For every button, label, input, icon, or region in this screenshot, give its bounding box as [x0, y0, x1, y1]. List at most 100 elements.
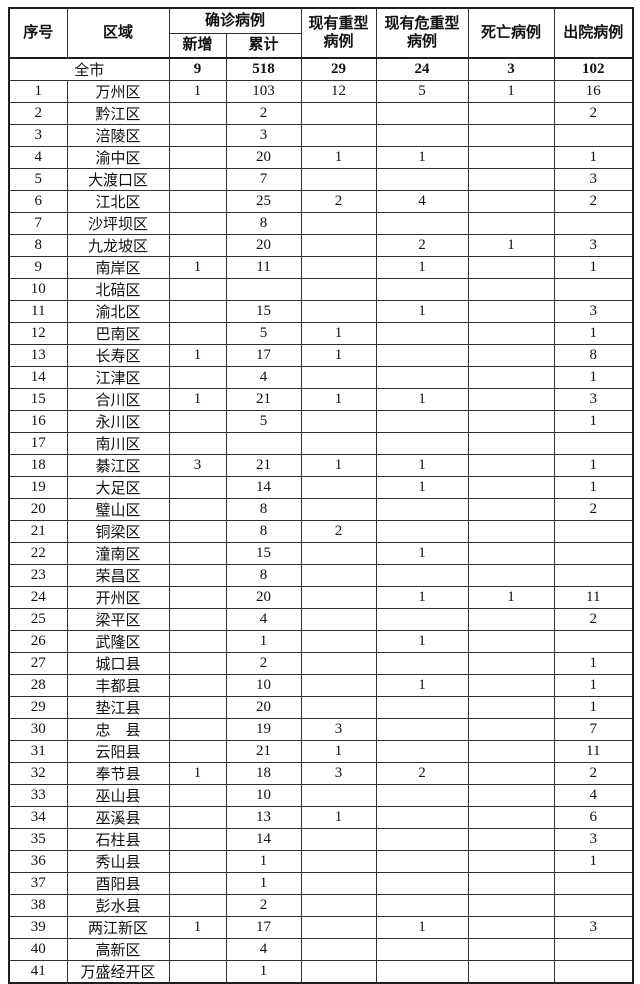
- total-cumulative-cases-cell: 518: [225, 57, 302, 81]
- new-cases-cell: [168, 146, 227, 169]
- death-cases-cell: 1: [467, 80, 555, 103]
- discharged-cases-cell: 2: [553, 102, 634, 125]
- critical-cases-cell: 1: [375, 256, 469, 279]
- total-new-cases-cell: 9: [168, 57, 227, 81]
- table-row: 9 南岸区 1 11 1 1: [8, 256, 634, 279]
- table-row: 31 云阳县 21 1 11: [8, 740, 634, 763]
- death-cases-cell: [467, 564, 555, 587]
- new-cases-cell: [168, 652, 227, 675]
- severe-cases-cell: [300, 674, 377, 697]
- cumulative-cases-cell: 1: [225, 850, 302, 873]
- new-cases-cell: [168, 124, 227, 147]
- serial-cell: 37: [8, 872, 68, 895]
- discharged-cases-cell: [553, 960, 634, 984]
- discharged-cases-cell: 3: [553, 388, 634, 411]
- critical-cases-cell: [375, 806, 469, 829]
- region-cell: 南川区: [66, 432, 170, 455]
- cumulative-cases-cell: 14: [225, 828, 302, 851]
- col-header-new: 新增: [168, 32, 227, 59]
- severe-cases-cell: [300, 938, 377, 961]
- region-cell: 北碚区: [66, 278, 170, 301]
- region-cell: 彭水县: [66, 894, 170, 917]
- critical-cases-cell: [375, 564, 469, 587]
- col-header-discharged: 出院病例: [553, 7, 634, 59]
- region-cell: 酉阳县: [66, 872, 170, 895]
- table-row: 6 江北区 25 2 4 2: [8, 190, 634, 213]
- severe-cases-cell: 3: [300, 762, 377, 785]
- death-cases-cell: 1: [467, 234, 555, 257]
- new-cases-cell: [168, 806, 227, 829]
- discharged-cases-cell: 1: [553, 454, 634, 477]
- death-cases-cell: [467, 960, 555, 984]
- critical-cases-cell: 4: [375, 190, 469, 213]
- table-row: 19 大足区 14 1 1: [8, 476, 634, 499]
- region-cell: 大足区: [66, 476, 170, 499]
- severe-cases-cell: [300, 608, 377, 631]
- table-row: 28 丰都县 10 1 1: [8, 674, 634, 697]
- discharged-cases-cell: [553, 564, 634, 587]
- death-cases-cell: [467, 322, 555, 345]
- critical-cases-cell: 1: [375, 674, 469, 697]
- discharged-cases-cell: 1: [553, 410, 634, 433]
- critical-cases-cell: [375, 850, 469, 873]
- death-cases-cell: [467, 366, 555, 389]
- critical-cases-cell: [375, 102, 469, 125]
- severe-cases-cell: 1: [300, 146, 377, 169]
- region-cell: 南岸区: [66, 256, 170, 279]
- table-row: 34 巫溪县 13 1 6: [8, 806, 634, 829]
- death-cases-cell: [467, 124, 555, 147]
- serial-cell: 35: [8, 828, 68, 851]
- severe-cases-cell: 2: [300, 190, 377, 213]
- region-cell: 长寿区: [66, 344, 170, 367]
- new-cases-cell: [168, 960, 227, 984]
- critical-cases-cell: [375, 784, 469, 807]
- severe-cases-cell: [300, 894, 377, 917]
- table-row: 16 永川区 5 1: [8, 410, 634, 433]
- table-row: 36 秀山县 1 1: [8, 850, 634, 873]
- cumulative-cases-cell: 3: [225, 124, 302, 147]
- serial-cell: 17: [8, 432, 68, 455]
- severe-cases-cell: [300, 168, 377, 191]
- discharged-cases-cell: 2: [553, 498, 634, 521]
- serial-cell: 7: [8, 212, 68, 235]
- discharged-cases-cell: 6: [553, 806, 634, 829]
- critical-cases-cell: [375, 718, 469, 741]
- col-header-serial: 序号: [8, 7, 68, 59]
- critical-cases-cell: [375, 410, 469, 433]
- discharged-cases-cell: 4: [553, 784, 634, 807]
- death-cases-cell: [467, 300, 555, 323]
- table-row: 25 梁平区 4 2: [8, 608, 634, 631]
- death-cases-cell: [467, 872, 555, 895]
- serial-cell: 32: [8, 762, 68, 785]
- critical-cases-cell: [375, 696, 469, 719]
- discharged-cases-cell: [553, 124, 634, 147]
- severe-cases-cell: [300, 278, 377, 301]
- severe-cases-cell: [300, 828, 377, 851]
- critical-cases-cell: [375, 278, 469, 301]
- death-cases-cell: [467, 520, 555, 543]
- col-header-cumulative: 累计: [225, 32, 302, 59]
- severe-cases-cell: [300, 586, 377, 609]
- serial-cell: 26: [8, 630, 68, 653]
- cumulative-cases-cell: 1: [225, 630, 302, 653]
- severe-cases-cell: [300, 476, 377, 499]
- cumulative-cases-cell: 21: [225, 454, 302, 477]
- table-row: 5 大渡口区 7 3: [8, 168, 634, 191]
- severe-cases-cell: [300, 960, 377, 984]
- region-cell: 渝中区: [66, 146, 170, 169]
- serial-cell: 11: [8, 300, 68, 323]
- new-cases-cell: [168, 850, 227, 873]
- critical-cases-cell: [375, 322, 469, 345]
- cumulative-cases-cell: 17: [225, 344, 302, 367]
- new-cases-cell: [168, 234, 227, 257]
- discharged-cases-cell: 1: [553, 674, 634, 697]
- severe-cases-cell: 1: [300, 322, 377, 345]
- total-critical-cases-cell: 24: [375, 57, 469, 81]
- death-cases-cell: [467, 146, 555, 169]
- table-row: 13 长寿区 1 17 1 8: [8, 344, 634, 367]
- region-cell: 渝北区: [66, 300, 170, 323]
- cumulative-cases-cell: 5: [225, 410, 302, 433]
- serial-cell: 34: [8, 806, 68, 829]
- discharged-cases-cell: [553, 938, 634, 961]
- cumulative-cases-cell: 19: [225, 718, 302, 741]
